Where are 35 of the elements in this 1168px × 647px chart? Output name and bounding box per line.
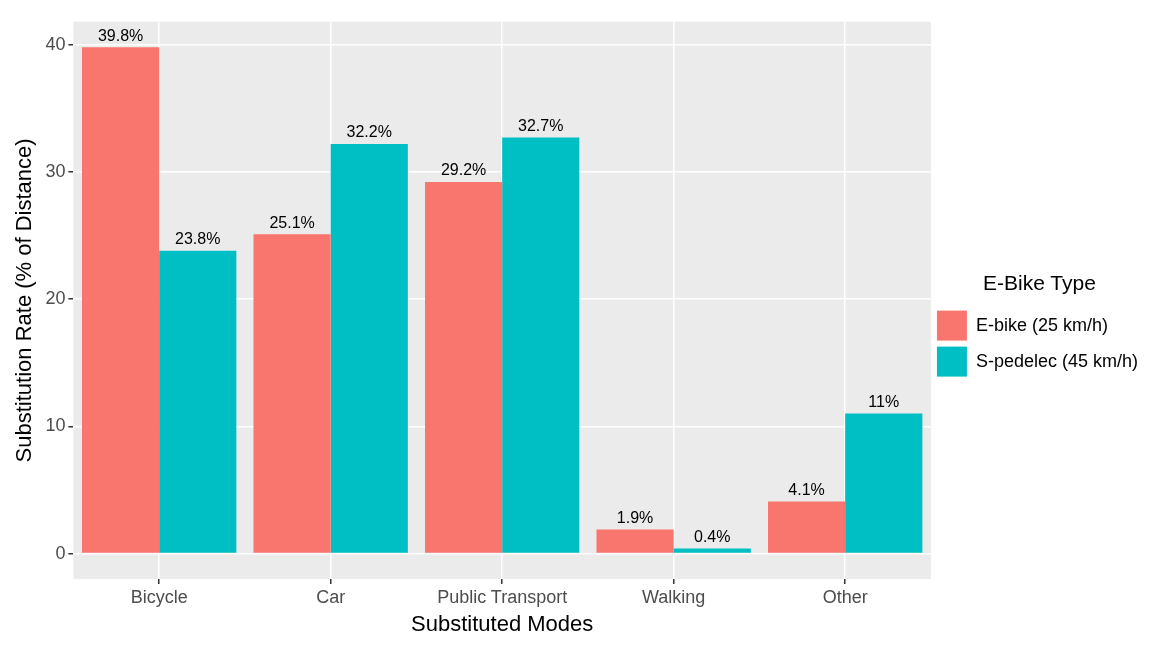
legend-label: E-bike (25 km/h) <box>975 314 1108 335</box>
data-label: 39.8% <box>97 26 144 44</box>
data-label: 32.7% <box>518 116 564 134</box>
y-tick-label: 30 <box>45 160 66 181</box>
data-label: 29.2% <box>440 161 487 179</box>
data-label: 1.9% <box>616 508 654 526</box>
x-tick-label: Other <box>822 586 868 607</box>
data-label: 0.4% <box>694 527 731 545</box>
y-axis-title: Substitution Rate (% of Distance) <box>11 138 37 463</box>
y-tick-label: 40 <box>45 33 66 54</box>
x-tick-label: Walking <box>642 586 706 607</box>
y-tick-label: 20 <box>45 288 66 309</box>
bar <box>82 47 160 553</box>
y-tick-label: 10 <box>45 415 66 436</box>
bar <box>159 250 237 553</box>
bar <box>673 548 751 553</box>
bar <box>425 182 503 553</box>
data-label: 11% <box>868 393 900 411</box>
legend-title: E-Bike Type <box>983 270 1096 294</box>
y-tick-label: 0 <box>55 542 66 563</box>
x-tick-label: Bicycle <box>130 586 188 607</box>
x-axis-title: Substituted Modes <box>411 610 594 636</box>
data-label: 4.1% <box>788 480 825 498</box>
bar <box>253 234 331 553</box>
bar <box>596 529 674 553</box>
bar <box>845 413 923 553</box>
bar <box>768 501 846 553</box>
data-label: 23.8% <box>175 230 221 248</box>
legend-label: S-pedelec (45 km/h) <box>975 350 1139 371</box>
x-tick-label: Public Transport <box>437 586 568 607</box>
bar <box>330 143 408 553</box>
bar <box>502 137 580 553</box>
data-label: 32.2% <box>346 123 392 141</box>
x-tick-label: Car <box>316 586 346 607</box>
data-label: 25.1% <box>269 213 315 231</box>
